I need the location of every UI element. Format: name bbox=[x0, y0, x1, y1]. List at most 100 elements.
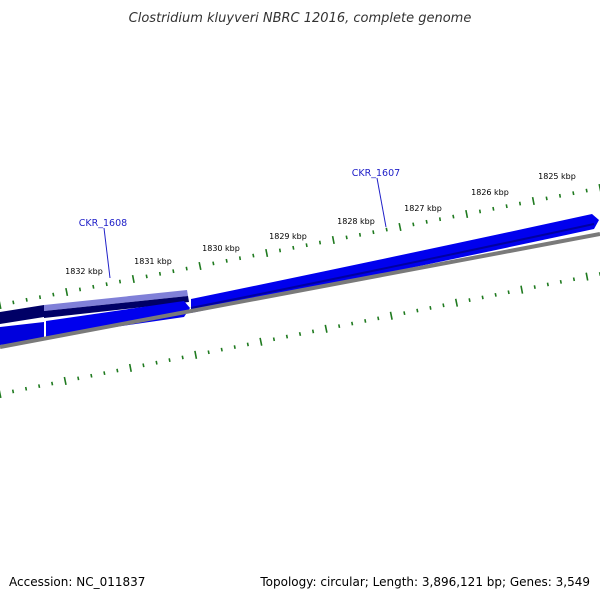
inner-scale-tick bbox=[351, 321, 354, 326]
outer-scale-tick bbox=[518, 201, 522, 206]
outer-scale-tick bbox=[25, 297, 28, 302]
outer-scale-tick bbox=[65, 287, 69, 297]
selected-feature-body[interactable] bbox=[44, 296, 189, 318]
genome-backbone bbox=[0, 232, 600, 349]
inner-scale-tick bbox=[11, 389, 15, 394]
outer-scale-tick bbox=[531, 196, 535, 206]
outer-scale-tick bbox=[265, 248, 269, 258]
outer-scale-tick bbox=[345, 235, 348, 240]
outer-scale-tick bbox=[212, 261, 215, 266]
inner-scale-tick bbox=[442, 303, 445, 308]
inner-scale-tick bbox=[168, 358, 171, 363]
inner-scale-tick bbox=[0, 390, 2, 399]
inner-scale-tick bbox=[507, 290, 510, 295]
outer-scale-tick bbox=[372, 230, 375, 235]
outer-scale-tick bbox=[38, 295, 42, 300]
inner-scale-tick bbox=[429, 305, 432, 310]
scale-label-1827: 1827 kbp bbox=[404, 204, 442, 213]
scale-label-1832: 1832 kbp bbox=[65, 267, 103, 276]
outer-scale-tick bbox=[412, 222, 415, 227]
inner-scale-tick bbox=[338, 324, 341, 329]
gene-label-ckr-1608[interactable]: CKR_1608 bbox=[79, 218, 127, 229]
feature-shade bbox=[190, 223, 595, 309]
outer-scale-tick bbox=[331, 235, 335, 245]
inner-scale-ticks bbox=[0, 272, 600, 399]
outer-scale-tick bbox=[145, 274, 148, 279]
outer-scale-tick bbox=[252, 253, 255, 258]
outer-scale-tick bbox=[118, 279, 122, 284]
inner-scale-tick bbox=[77, 376, 80, 381]
outer-scale-tick bbox=[545, 196, 548, 201]
inner-scale-tick bbox=[51, 381, 54, 386]
accession-label: Accession: NC_011837 bbox=[9, 575, 145, 589]
outer-scale-tick bbox=[278, 248, 282, 253]
inner-scale-tick bbox=[520, 285, 524, 294]
inner-scale-tick bbox=[181, 355, 184, 360]
outer-scale-tick bbox=[452, 214, 455, 219]
scale-label-1825: 1825 kbp bbox=[538, 172, 576, 181]
outer-scale-ticks bbox=[0, 183, 600, 310]
inner-scale-tick bbox=[207, 350, 210, 355]
outer-scale-tick bbox=[465, 209, 469, 219]
inner-scale-tick bbox=[24, 386, 28, 391]
inner-scale-tick bbox=[116, 368, 119, 373]
inner-scale-tick bbox=[272, 337, 276, 342]
outer-scale-tick bbox=[225, 258, 228, 263]
gene-pointer-ckr-1608 bbox=[103, 227, 111, 279]
inner-scale-tick bbox=[454, 298, 459, 307]
inner-scale-tick bbox=[128, 363, 132, 372]
outer-scale-tick bbox=[558, 193, 562, 198]
inner-scale-tick bbox=[311, 329, 315, 334]
inner-scale-tick bbox=[220, 347, 223, 352]
inner-scale-tick bbox=[377, 316, 380, 321]
outer-scale-tick bbox=[172, 269, 175, 274]
outer-scale-tick bbox=[492, 206, 495, 211]
inner-scale-tick bbox=[572, 277, 576, 282]
inner-scale-tick bbox=[246, 342, 249, 347]
inner-scale-tick bbox=[259, 337, 263, 346]
outer-scale-tick bbox=[0, 301, 2, 310]
map-title: Clostridium kluyveri NBRC 12016, complet… bbox=[129, 11, 472, 26]
inner-scale-tick bbox=[481, 295, 484, 300]
scale-label-1830: 1830 kbp bbox=[202, 244, 240, 253]
inner-scale-tick bbox=[38, 384, 41, 389]
inner-scale-tick bbox=[364, 319, 367, 323]
outer-scale-tick bbox=[585, 188, 588, 193]
outer-scale-tick bbox=[198, 261, 202, 271]
scale-label-1829: 1829 kbp bbox=[269, 232, 307, 241]
outer-scale-tick bbox=[505, 204, 508, 209]
outer-scale-tick bbox=[292, 245, 295, 250]
selected-feature-highlight[interactable] bbox=[44, 290, 188, 311]
gene-label-ckr-1607[interactable]: CKR_1607 bbox=[352, 168, 400, 179]
scale-label-1831: 1831 kbp bbox=[134, 257, 172, 266]
outer-scale-tick bbox=[398, 222, 402, 232]
outer-scale-tick bbox=[52, 292, 55, 297]
feature-gene-ckr-1608[interactable] bbox=[46, 301, 190, 337]
outer-scale-tick bbox=[305, 243, 308, 248]
inner-scale-tick bbox=[142, 363, 145, 368]
outer-scale-tick bbox=[478, 209, 482, 214]
outer-scale-tick bbox=[131, 274, 135, 284]
inner-scale-tick bbox=[533, 285, 536, 289]
inner-scale-tick bbox=[468, 298, 471, 303]
inner-scale-tick bbox=[90, 373, 93, 378]
outer-scale-tick bbox=[572, 191, 575, 196]
outer-scale-tick bbox=[105, 282, 108, 287]
outer-scale-tick bbox=[318, 240, 322, 245]
selected-feature-left[interactable] bbox=[0, 305, 44, 324]
inner-scale-tick bbox=[155, 360, 158, 365]
inner-scale-tick bbox=[233, 345, 236, 349]
inner-scale-tick bbox=[298, 332, 302, 336]
outer-scale-tick bbox=[238, 256, 242, 261]
inner-scale-tick bbox=[494, 292, 497, 297]
outer-scale-tick bbox=[158, 271, 162, 276]
genome-summary: Topology: circular; Length: 3,896,121 bp… bbox=[259, 575, 590, 589]
outer-scale-tick bbox=[425, 219, 428, 224]
outer-scale-tick bbox=[92, 284, 95, 289]
inner-scale-tick bbox=[585, 272, 589, 281]
inner-scale-tick bbox=[194, 350, 198, 359]
outer-scale-tick bbox=[78, 287, 82, 292]
inner-scale-tick bbox=[403, 311, 406, 316]
inner-scale-tick bbox=[103, 371, 106, 376]
